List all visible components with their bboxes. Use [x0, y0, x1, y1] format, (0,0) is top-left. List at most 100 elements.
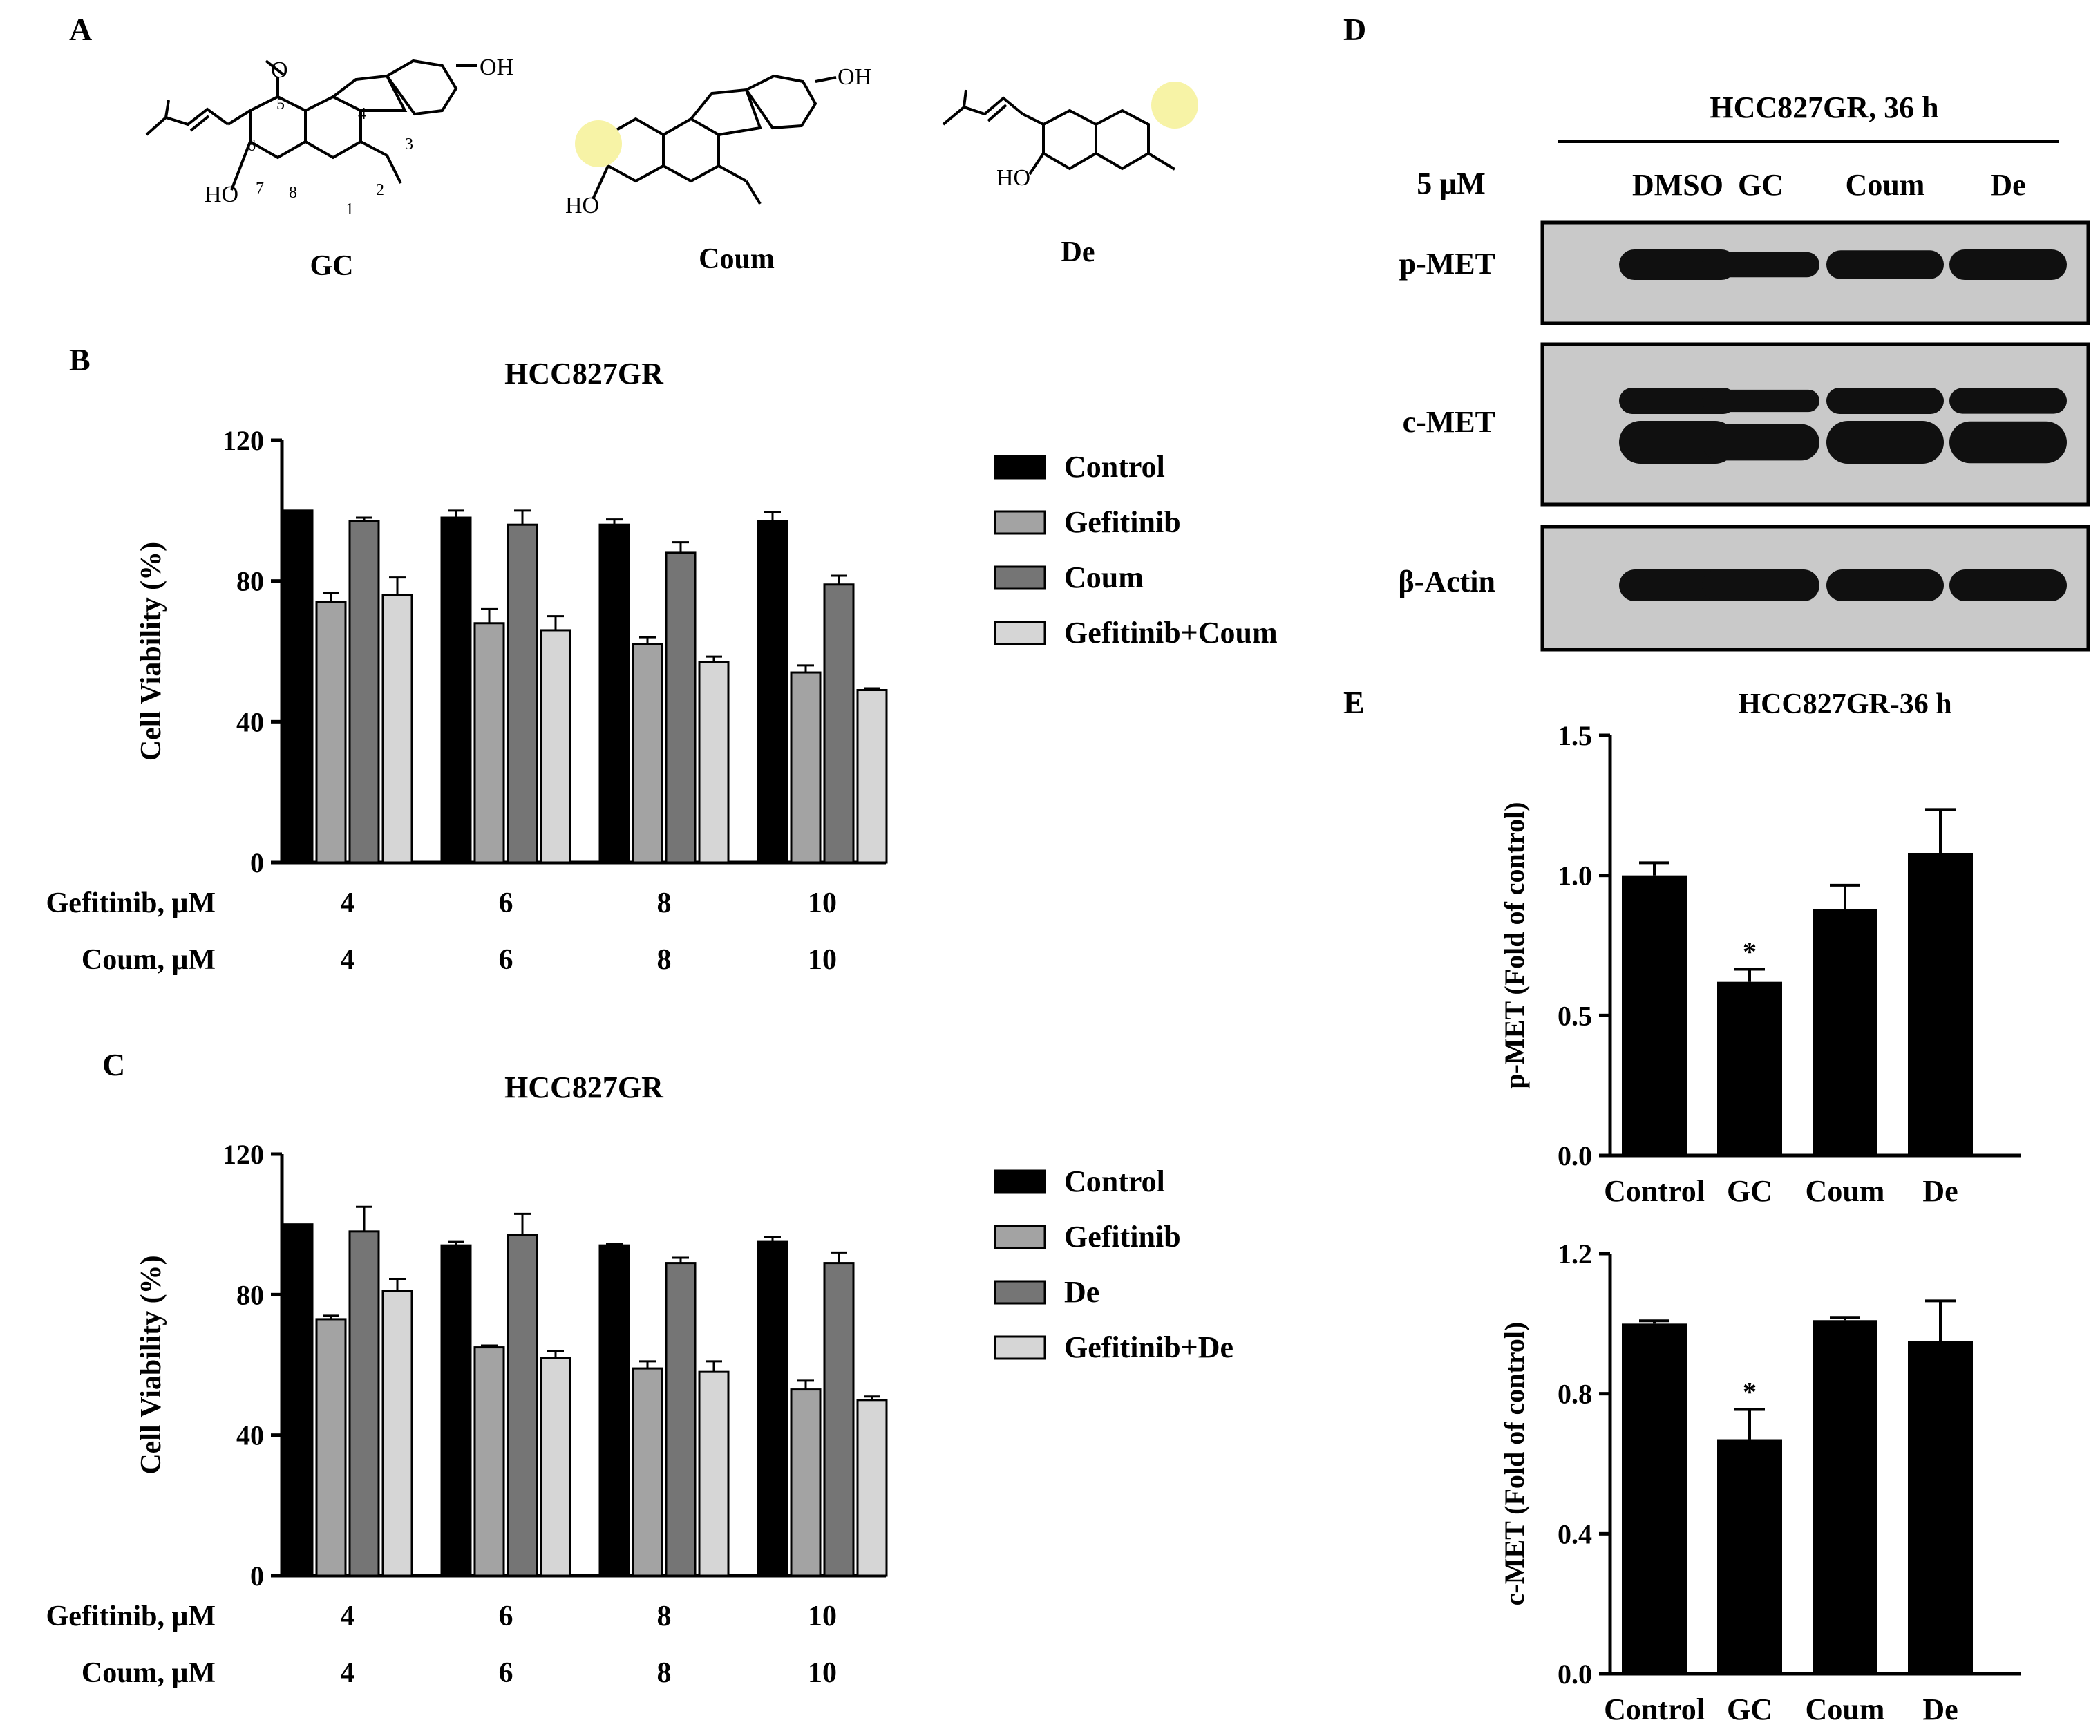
chart-e-pmet: HCC827GR-36 h 0.0 0.5 1.0 1.5 p-MET (Fold of …: [1499, 688, 2021, 1208]
bar: [1717, 981, 1782, 1155]
bar: [348, 520, 380, 864]
row-value: 8: [657, 944, 672, 976]
legend-label: Gefitinib: [1064, 505, 1181, 539]
bar: [381, 594, 413, 864]
chart-title: HCC827GR-36 h: [1738, 688, 1951, 720]
bar: [856, 689, 888, 864]
row-label: Coum, μM: [82, 1657, 216, 1689]
highlight-circle-de: [1151, 82, 1198, 129]
x-tick-label: Coum: [1806, 1692, 1885, 1726]
bar: [348, 1230, 380, 1577]
legend-label: Coum: [1064, 560, 1144, 594]
blot-band: [1826, 421, 1944, 464]
lane-label: Coum: [1846, 168, 1925, 202]
bar: [381, 1290, 413, 1577]
bar: [790, 671, 822, 864]
bar: [507, 523, 538, 864]
panel-letter-d: D: [1343, 12, 1366, 47]
y-tick-label: 0: [250, 1560, 264, 1592]
bar: [1622, 875, 1687, 1155]
bar: [473, 622, 505, 864]
panel-letter-a: A: [69, 12, 92, 47]
highlight-circle-coum: [575, 120, 622, 167]
bar: [507, 1234, 538, 1577]
row-label: Gefitinib, μM: [46, 1601, 216, 1632]
y-tick-label: 40: [236, 706, 264, 737]
panel-letter-b: B: [69, 342, 91, 377]
blot-label: c-MET: [1403, 405, 1495, 439]
blot-label: p-MET: [1399, 247, 1495, 281]
y-tick-label: 0.0: [1558, 1659, 1592, 1690]
y-tick-label: 40: [236, 1420, 264, 1451]
bar: [598, 1244, 630, 1577]
legend-swatch: [994, 1225, 1046, 1249]
lane-label: DMSO: [1632, 168, 1723, 202]
row-value: 10: [808, 887, 837, 919]
blot-label: β-Actin: [1399, 565, 1496, 598]
bar: [282, 1223, 314, 1577]
bar: [440, 1244, 472, 1577]
gc-atom-3: 3: [405, 135, 413, 153]
compound-name-de: De: [1061, 236, 1095, 268]
y-axis-label: Cell Viability (%): [135, 1255, 167, 1474]
bar: [757, 520, 788, 864]
gc-atom-2: 2: [376, 181, 384, 199]
blot-band: [1702, 252, 1819, 278]
panel-letter-e: E: [1343, 685, 1365, 720]
panel-letter-c: C: [102, 1047, 125, 1082]
bar: [757, 1240, 788, 1577]
legend-label: Gefitinib+Coum: [1064, 616, 1278, 650]
x-tick-label: Control: [1604, 1692, 1705, 1726]
y-tick-label: 1.2: [1558, 1238, 1592, 1270]
row-value: 4: [341, 887, 355, 919]
y-tick-label: 80: [236, 566, 264, 597]
bar: [665, 551, 697, 864]
gc-atom-8: 8: [289, 184, 297, 202]
y-tick-label: 80: [236, 1279, 264, 1310]
blot-band: [1826, 250, 1944, 279]
row-label: Coum, μM: [82, 944, 216, 976]
row-value: 6: [499, 944, 513, 976]
gc-atom-7: 7: [256, 180, 264, 198]
blot-band: [1702, 569, 1819, 601]
row-value: 6: [499, 1601, 513, 1632]
y-tick-label: 0.0: [1558, 1140, 1592, 1171]
y-axis-label: c-MET (Fold of control): [1499, 1322, 1530, 1606]
y-axis-label: p-MET (Fold of control): [1499, 802, 1530, 1088]
de-ho-left-label: HO: [996, 165, 1030, 191]
x-tick-label: Coum: [1806, 1174, 1885, 1208]
y-axis-label: Cell Viability (%): [135, 542, 167, 761]
row-value: 8: [657, 887, 672, 919]
gc-oh-top-label: OH: [480, 55, 513, 80]
x-tick-label: GC: [1727, 1692, 1772, 1726]
significance-marker: *: [1743, 1376, 1757, 1407]
bar: [790, 1388, 822, 1577]
blot-band: [1826, 569, 1944, 601]
bar: [698, 661, 730, 864]
chart-title: HCC827GR: [504, 1070, 664, 1104]
row-value: 10: [808, 944, 837, 976]
x-tick-label: Control: [1604, 1174, 1705, 1208]
y-tick-label: 0.5: [1558, 1000, 1592, 1031]
significance-marker: *: [1743, 936, 1757, 967]
y-tick-label: 1.5: [1558, 720, 1592, 751]
bar: [315, 1318, 347, 1577]
legend-label: Control: [1064, 1164, 1165, 1198]
bar: [632, 1367, 663, 1577]
row-value: 6: [499, 1657, 513, 1689]
gc-atom-5: 5: [276, 95, 285, 113]
bar: [698, 1370, 730, 1577]
row-value: 10: [808, 1657, 837, 1689]
legend-swatch: [994, 1169, 1046, 1194]
chemical-structures: [145, 59, 1176, 205]
blot-band: [1949, 249, 2067, 280]
chart-e-cmet: 0.0 0.4 0.8 1.2 c-MET (Fold of control) Contr…: [1499, 1238, 2021, 1726]
legend-swatch: [994, 621, 1046, 645]
bar: [1813, 909, 1877, 1155]
row-value: 4: [341, 944, 355, 976]
bar: [282, 509, 314, 864]
legend-swatch: [994, 455, 1046, 480]
de-structure: [942, 89, 1176, 176]
row-value: 4: [341, 1657, 355, 1689]
bar: [1717, 1439, 1782, 1674]
